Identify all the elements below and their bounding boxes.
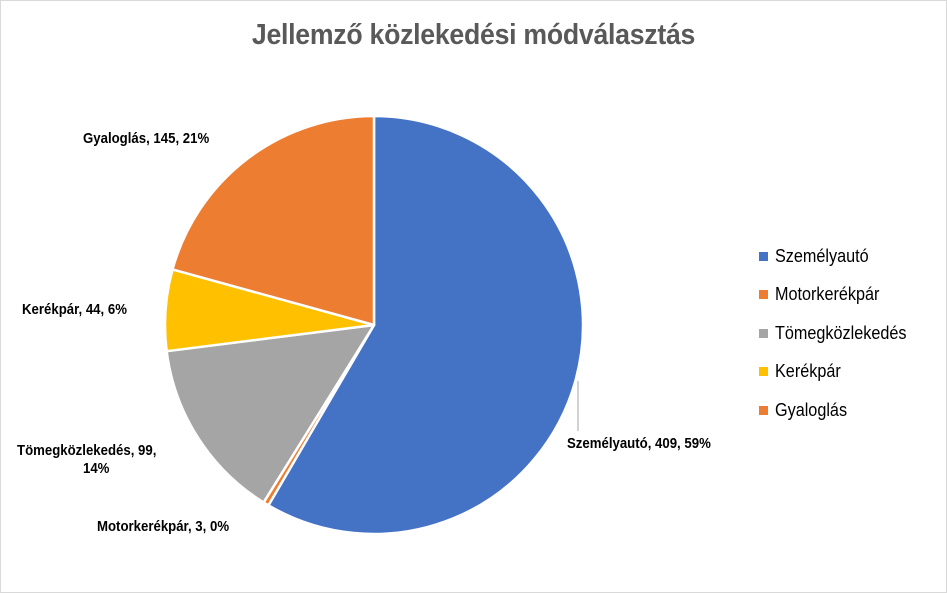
legend-item-kerekpar: Kerékpár — [759, 353, 921, 392]
data-label-kerekpar: Kerékpár, 44, 6% — [22, 301, 127, 318]
legend-item-szemelyauto: Személyautó — [759, 237, 921, 276]
data-label-tomegkozlekedes-line1: Tömegközlekedés, 99, — [17, 442, 157, 459]
legend-item-gyaloglas: Gyaloglás — [759, 391, 921, 430]
legend-label: Kerékpár — [775, 361, 841, 382]
pie-slice-gyaloglás — [171, 114, 376, 327]
data-label-motorkerekpar: Motorkerékpár, 3, 0% — [97, 518, 230, 535]
data-label-gyaloglas: Gyaloglás, 145, 21% — [83, 130, 210, 147]
legend-item-tomegkozlekedes: Tömegközlekedés — [759, 314, 921, 353]
chart-title: Jellemző közlekedési módválasztás — [251, 19, 696, 51]
legend-swatch-icon — [759, 405, 768, 415]
pie-slice-tömegközlekedés — [165, 323, 376, 504]
legend-swatch-icon — [759, 367, 768, 377]
data-label-tomegkozlekedes-line2: 14% — [83, 460, 110, 477]
pie-slice-személyautó — [267, 114, 585, 536]
legend-label: Gyaloglás — [775, 399, 848, 420]
legend-label: Személyautó — [775, 245, 869, 266]
data-label-szemelyauto: Személyautó, 409, 59% — [567, 435, 711, 452]
legend-item-motorkerekpar: Motorkerékpár — [759, 276, 921, 315]
chart-legend: Személyautó Motorkerékpár Tömegközlekedé… — [759, 237, 921, 430]
legend-swatch-icon — [759, 251, 768, 261]
legend-label: Tömegközlekedés — [775, 322, 907, 343]
legend-swatch-icon — [759, 328, 768, 338]
legend-label: Motorkerékpár — [775, 284, 880, 305]
legend-swatch-icon — [759, 290, 768, 300]
